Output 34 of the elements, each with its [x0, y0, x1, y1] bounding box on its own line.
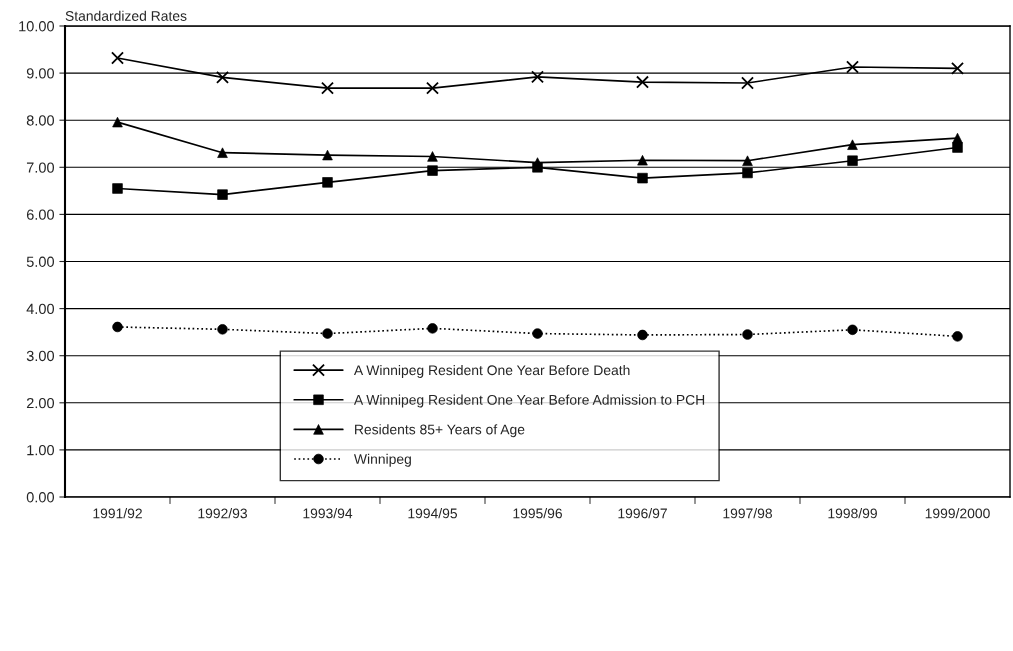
y-tick-label: 4.00	[26, 303, 55, 315]
point	[321, 81, 334, 95]
x-tick-label: 1995/96	[513, 508, 562, 519]
point	[951, 61, 964, 75]
y-tick-label: 7.00	[26, 162, 55, 173]
point	[216, 70, 229, 84]
x-tick-label: 1996/97	[618, 508, 667, 519]
x-tick-label: 1993/94	[303, 508, 353, 519]
legend-label: Residents 85+ Years of Age	[355, 424, 525, 438]
y-tick-label: 0.00	[26, 492, 55, 503]
y-tick-label: 3.00	[26, 350, 55, 362]
x-tick-label: 1998/99	[828, 508, 877, 519]
point	[741, 76, 754, 90]
y-tick-label: 9.00	[26, 68, 55, 79]
point	[636, 75, 649, 89]
x-tick-label: 1997/98	[723, 508, 772, 519]
y-tick-label: 2.00	[26, 397, 55, 409]
x-tick-label: 1994/95	[408, 508, 458, 519]
point	[426, 81, 439, 95]
y-tick-label: 6.00	[26, 209, 55, 220]
point	[111, 51, 124, 65]
x-tick-label: 1991/92	[93, 508, 142, 519]
y-tick-label: 5.00	[26, 256, 55, 267]
legend-label: Winnipeg	[353, 453, 411, 467]
x-tick-label: 1999/2000	[925, 508, 990, 519]
legend-label: A Winnipeg Resident One Year Before Death	[353, 364, 630, 378]
y-axis-title: Standardized Rates	[65, 10, 187, 21]
y-tick-label: 10.00	[19, 21, 55, 32]
x-tick-label: 1992/93	[198, 508, 247, 519]
point	[531, 70, 544, 84]
y-tick-label: 1.00	[27, 445, 55, 456]
legend-label: A Winnipeg Resident One Year Before Admission to PCH	[353, 394, 705, 408]
y-tick-label: 8.00	[26, 115, 55, 126]
point	[846, 60, 859, 74]
